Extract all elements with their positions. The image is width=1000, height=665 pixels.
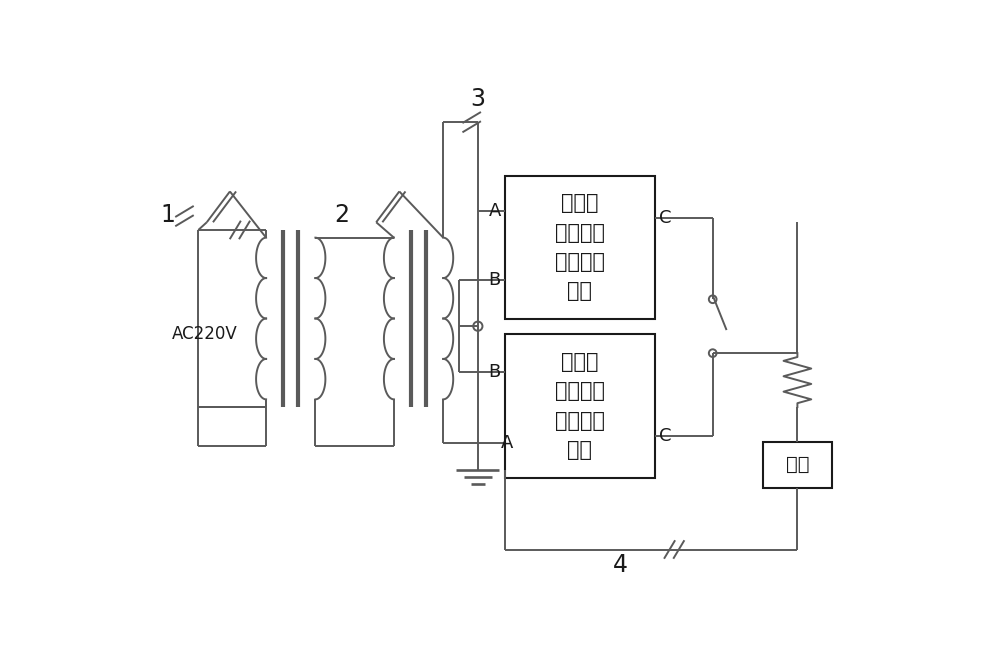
Text: 负极性: 负极性 xyxy=(561,352,599,372)
Bar xyxy=(505,334,655,478)
Bar xyxy=(505,176,655,319)
Text: 试品: 试品 xyxy=(786,456,809,474)
Text: 直流高压: 直流高压 xyxy=(555,381,605,401)
Text: B: B xyxy=(489,363,501,382)
Text: 电路: 电路 xyxy=(567,281,592,301)
Text: 2: 2 xyxy=(334,203,349,227)
Text: 直流高压: 直流高压 xyxy=(555,223,605,243)
Text: C: C xyxy=(659,209,671,227)
Text: 正极性: 正极性 xyxy=(561,194,599,213)
Text: 串级发生: 串级发生 xyxy=(555,410,605,430)
Text: 1: 1 xyxy=(160,203,175,227)
Text: B: B xyxy=(489,271,501,289)
Text: 3: 3 xyxy=(470,87,485,111)
Text: A: A xyxy=(501,434,513,452)
Text: 电路: 电路 xyxy=(567,440,592,460)
Text: AC220V: AC220V xyxy=(172,325,238,343)
Text: 4: 4 xyxy=(613,553,628,577)
Text: A: A xyxy=(489,201,501,219)
Bar xyxy=(763,442,832,488)
Text: C: C xyxy=(659,426,671,444)
Text: 串级发生: 串级发生 xyxy=(555,252,605,272)
